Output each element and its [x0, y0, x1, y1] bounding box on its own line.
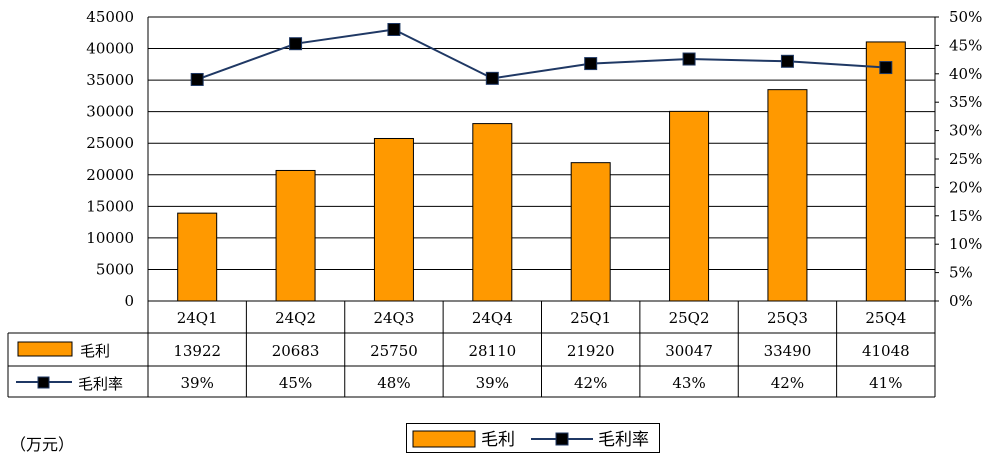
right-tick-label: 30% [949, 122, 982, 140]
marker-24Q4 [485, 71, 499, 85]
gross-margin-value: 41% [869, 374, 902, 392]
axes [147, 16, 939, 397]
left-tick-label: 40000 [86, 40, 134, 58]
legend-label-gross-margin: 毛利率 [598, 430, 649, 450]
category-label: 24Q3 [373, 309, 414, 327]
marker-24Q1 [190, 72, 204, 86]
gross-margin-value: 39% [476, 374, 509, 392]
marker-25Q2 [682, 52, 696, 66]
legend: 毛利 毛利率 [406, 423, 660, 453]
bar-24Q2 [275, 169, 316, 302]
bar-24Q1 [177, 212, 218, 302]
right-tick-label: 10% [949, 235, 982, 253]
gross-margin-value: 42% [574, 374, 607, 392]
gross-profit-value: 25750 [370, 342, 418, 360]
gross-profit-value: 30047 [665, 342, 713, 360]
right-tick-label: 15% [949, 207, 982, 225]
gross-margin-value: 39% [181, 374, 214, 392]
category-label: 24Q4 [472, 309, 513, 327]
right-tick-label: 40% [949, 65, 982, 83]
bar-25Q3 [767, 89, 808, 302]
left-tick-label: 45000 [86, 8, 134, 26]
category-label: 25Q3 [767, 309, 808, 327]
bar-25Q2 [669, 110, 710, 302]
bar-series [177, 41, 906, 302]
gross-margin-value: 43% [672, 374, 705, 392]
legend-label-gross-profit: 毛利 [481, 430, 515, 450]
right-tick-label: 0% [949, 292, 973, 310]
category-label: 24Q1 [177, 309, 218, 327]
marker-25Q3 [780, 54, 794, 68]
marker-25Q4 [879, 61, 893, 75]
gross-profit-value: 21920 [567, 342, 615, 360]
marker-24Q2 [289, 37, 303, 51]
gross-profit-value: 28110 [468, 342, 516, 360]
bar-25Q4 [865, 41, 906, 302]
gross-profit-value: 33490 [764, 342, 812, 360]
left-tick-label: 0 [124, 292, 134, 310]
category-label: 25Q4 [865, 309, 906, 327]
marker-25Q1 [584, 57, 598, 71]
right-tick-label: 5% [949, 264, 973, 282]
left-tick-label: 15000 [86, 197, 134, 215]
gross-profit-value: 13922 [173, 342, 221, 360]
right-y-axis-ticks: 0% 5% 10% 15% 20% 25% 30% 35% 40% 45% 50% [949, 8, 982, 310]
bar-24Q3 [373, 137, 414, 302]
left-y-axis-ticks: 0 5000 10000 15000 20000 25000 30000 35000 40000… [86, 8, 134, 310]
right-tick-label: 35% [949, 93, 982, 111]
bar-24Q4 [472, 123, 513, 302]
line-series [190, 22, 893, 86]
left-tick-label: 25000 [86, 134, 134, 152]
left-tick-label: 35000 [86, 71, 134, 89]
right-tick-label: 45% [949, 36, 982, 54]
legend-bar-swatch [412, 430, 476, 448]
category-label: 24Q2 [275, 309, 316, 327]
bar-25Q1 [570, 162, 611, 302]
legend-line-marker [555, 432, 569, 446]
gross-profit-value: 20683 [272, 342, 320, 360]
table-line-marker [37, 376, 50, 389]
category-label: 25Q2 [669, 309, 710, 327]
left-tick-label: 5000 [96, 260, 134, 278]
gross-profit-value: 41048 [862, 342, 910, 360]
gross-margin-value: 48% [377, 374, 410, 392]
left-tick-label: 30000 [86, 103, 134, 121]
gross-margin-value: 42% [771, 374, 804, 392]
data-table: 24Q1 13922 39% 24Q2 20683 45% 24Q3 25750 48% 24Q4… [7, 300, 935, 398]
left-tick-label: 10000 [86, 229, 134, 247]
table-row-label-gross-profit: 毛利 [80, 342, 110, 360]
left-tick-label: 20000 [86, 166, 134, 184]
gross-margin-value: 45% [279, 374, 312, 392]
gross-margin-line [196, 28, 886, 81]
table-bar-swatch [17, 341, 73, 357]
right-tick-label: 20% [949, 178, 982, 196]
unit-note: （万元） [10, 435, 75, 454]
table-row-label-gross-margin: 毛利率 [78, 375, 123, 393]
right-tick-label: 50% [949, 8, 982, 26]
right-tick-label: 25% [949, 150, 982, 168]
marker-24Q3 [387, 22, 401, 36]
category-label: 25Q1 [570, 309, 611, 327]
